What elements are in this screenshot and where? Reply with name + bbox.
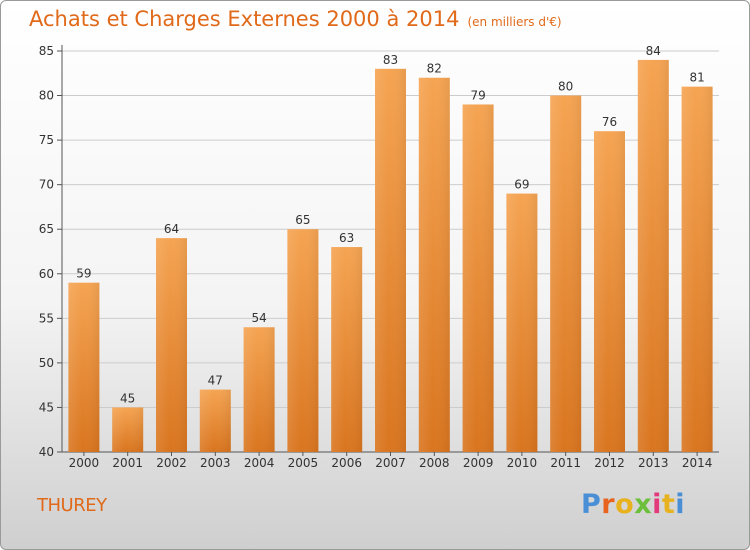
bar-value-label-2011: 80	[558, 80, 573, 94]
chart-title-main: Achats et Charges Externes 2000 à 2014	[29, 7, 460, 31]
x-tick-label-2008: 2008	[419, 456, 450, 470]
bar-value-label-2000: 59	[76, 267, 91, 281]
y-tick-label-50: 50	[39, 356, 54, 370]
x-tick-label-2001: 2001	[112, 456, 143, 470]
bar-value-label-2007: 83	[383, 53, 398, 67]
bar-shine-2012	[594, 131, 625, 452]
x-tick-label-2007: 2007	[375, 456, 406, 470]
place-name: THUREY	[37, 495, 107, 516]
x-tick-label-2014: 2014	[682, 456, 713, 470]
y-tick-label-40: 40	[39, 445, 54, 459]
x-tick-label-2012: 2012	[594, 456, 625, 470]
bar-shine-2002	[156, 238, 187, 452]
y-tick-label-55: 55	[39, 311, 54, 325]
bar-value-label-2005: 65	[295, 213, 310, 227]
y-tick-label-70: 70	[39, 178, 54, 192]
x-tick-label-2010: 2010	[507, 456, 538, 470]
bar-value-label-2009: 79	[470, 88, 485, 102]
x-tick-label-2002: 2002	[156, 456, 187, 470]
bar-value-label-2002: 64	[164, 222, 179, 236]
x-tick-label-2013: 2013	[638, 456, 669, 470]
bar-shine-2005	[287, 229, 319, 452]
bar-shine-2000	[68, 282, 100, 452]
bar-shine-2013	[637, 59, 669, 453]
bar-shine-2007	[375, 68, 406, 453]
labels: 40 45 50 55 60 65 70 75 80 85 59 2000 45 2001 64 2002 47…	[39, 44, 713, 470]
bar-shine-2008	[418, 77, 450, 452]
bar-value-label-2014: 81	[689, 71, 704, 85]
bar-value-label-2004: 54	[251, 311, 266, 325]
proxiti-logo: Proxiti	[581, 489, 685, 520]
bar-shine-2004	[243, 327, 275, 452]
bar-shine-2001	[112, 407, 144, 452]
bar-shine-2011	[550, 95, 582, 453]
logo-letter: P	[581, 489, 602, 520]
logo-letter: t	[661, 489, 676, 520]
x-tick-label-2000: 2000	[69, 456, 100, 470]
bar-shine-2006	[331, 247, 363, 452]
logo-letter: r	[601, 489, 616, 520]
y-tick-label-85: 85	[39, 44, 54, 58]
chart-title: Achats et Charges Externes 2000 à 2014 (e…	[29, 7, 562, 31]
bars	[68, 59, 713, 453]
bar-value-label-2013: 84	[646, 44, 661, 58]
bar-shine-2009	[462, 104, 494, 452]
x-tick-label-2005: 2005	[288, 456, 319, 470]
x-tick-label-2003: 2003	[200, 456, 231, 470]
x-tick-label-2011: 2011	[550, 456, 581, 470]
bar-shine-2014	[681, 86, 713, 453]
y-tick-label-45: 45	[39, 400, 54, 414]
bar-value-label-2010: 69	[514, 178, 529, 192]
chart-title-unit: (en milliers d'€)	[467, 15, 562, 29]
x-tick-label-2004: 2004	[244, 456, 275, 470]
logo-letter: o	[615, 489, 635, 520]
bar-value-label-2003: 47	[208, 374, 223, 388]
bar-shine-2010	[506, 193, 538, 453]
logo-letter: i	[675, 489, 686, 520]
bar-value-label-2006: 63	[339, 231, 354, 245]
y-tick-label-75: 75	[39, 133, 54, 147]
bar-value-label-2012: 76	[602, 115, 617, 129]
y-tick-label-80: 80	[39, 89, 54, 103]
bar-shine-2003	[199, 389, 231, 452]
y-tick-label-65: 65	[39, 222, 54, 236]
logo-letter: x	[634, 489, 653, 520]
bar-value-label-2001: 45	[120, 391, 135, 405]
x-tick-label-2009: 2009	[463, 456, 494, 470]
logo-letter: i	[652, 489, 662, 520]
x-tick-label-2006: 2006	[331, 456, 362, 470]
y-tick-label-60: 60	[39, 267, 54, 281]
bar-value-label-2008: 82	[427, 62, 442, 76]
